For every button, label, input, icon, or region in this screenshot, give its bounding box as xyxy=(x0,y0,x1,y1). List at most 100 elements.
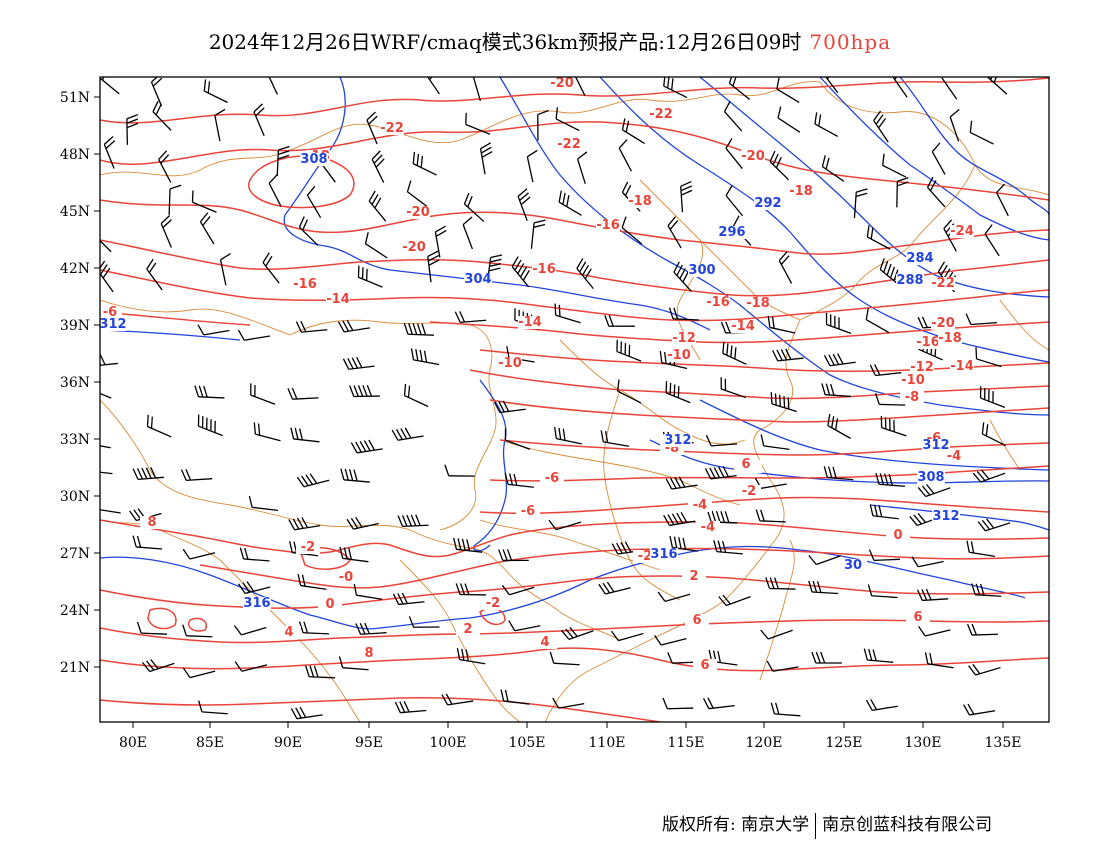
svg-text:312: 312 xyxy=(922,438,949,453)
wind-barb xyxy=(755,509,786,523)
wind-barb xyxy=(680,180,693,213)
wind-barb xyxy=(214,108,226,142)
footer-separator xyxy=(815,812,817,839)
lon-label: 105E xyxy=(509,735,546,751)
height-label: 312 xyxy=(922,438,950,453)
wind-barb xyxy=(981,422,1006,447)
wind-barb xyxy=(604,314,635,327)
temperature-label: -2 xyxy=(737,484,761,499)
temperature-label: -22 xyxy=(557,137,581,152)
wind-barb xyxy=(548,519,582,531)
wind-barb xyxy=(911,556,944,568)
temperature-label: -12 xyxy=(672,331,696,346)
wind-barb xyxy=(760,434,790,451)
wind-barb xyxy=(233,625,267,636)
svg-text:-8: -8 xyxy=(905,390,919,405)
wind-barb xyxy=(342,356,375,370)
wind-barb xyxy=(100,239,112,253)
wind-barb xyxy=(199,212,215,245)
height-label: 300 xyxy=(688,263,716,278)
temperature-label: -14 xyxy=(326,292,350,307)
wind-barb xyxy=(126,114,139,145)
wind-barb xyxy=(977,518,1011,532)
wind-barb xyxy=(479,142,493,175)
wind-barb xyxy=(827,413,851,439)
wind-barb xyxy=(462,216,473,250)
svg-text:-18: -18 xyxy=(628,194,652,209)
wind-barb xyxy=(353,583,383,600)
wind-barb xyxy=(297,573,327,590)
wind-barb xyxy=(338,656,369,671)
temperature-label-layer: -20-22-18-22-22-20-20-18-16-20-24-18-16-… xyxy=(100,77,974,673)
svg-text:292: 292 xyxy=(754,196,781,211)
lat-label: 45N xyxy=(60,204,90,220)
wind-barb xyxy=(444,464,475,477)
wind-barb xyxy=(160,215,172,248)
svg-text:-14: -14 xyxy=(731,319,755,334)
wind-barb xyxy=(268,77,279,95)
wind-barb xyxy=(276,145,290,177)
svg-text:-20: -20 xyxy=(741,149,765,164)
wind-barb xyxy=(100,509,121,514)
lon-label: 110E xyxy=(589,735,626,751)
wind-barb xyxy=(100,353,118,366)
height-label-layer: 3083122922963002842883043123083163123123… xyxy=(100,152,960,611)
wind-barb xyxy=(574,77,586,97)
wind-barb xyxy=(814,112,839,138)
svg-text:-0: -0 xyxy=(339,570,353,585)
wind-barb xyxy=(146,414,172,438)
height-label: 316 xyxy=(650,547,678,562)
copyright-text: 版权所有: 南京大学 xyxy=(662,815,810,835)
wind-barb xyxy=(100,77,120,95)
svg-text:30: 30 xyxy=(844,558,862,573)
temperature-label: -6 xyxy=(516,504,540,519)
wind-barb xyxy=(668,307,700,321)
wind-barb xyxy=(368,190,387,222)
temperature-label: -20 xyxy=(741,149,765,164)
wind-barb xyxy=(501,584,535,596)
wind-barb xyxy=(234,661,268,672)
wind-barb xyxy=(760,629,793,640)
svg-text:6: 6 xyxy=(700,658,709,673)
wind-barb xyxy=(412,151,437,176)
temperature-label: -12 xyxy=(910,360,934,375)
wind-barb xyxy=(918,625,951,637)
wind-barb xyxy=(219,253,231,286)
temperature-label: -24 xyxy=(950,224,974,239)
temperature-label: -8 xyxy=(900,390,924,405)
wind-barb xyxy=(465,112,491,135)
svg-text:312: 312 xyxy=(664,433,691,448)
svg-text:6: 6 xyxy=(741,457,750,472)
temperature-label: 2 xyxy=(456,622,480,637)
wind-barb xyxy=(290,427,320,443)
wind-barb xyxy=(667,216,682,249)
wind-barb xyxy=(868,549,900,562)
wind-barb xyxy=(673,261,692,292)
lat-label: 33N xyxy=(60,432,90,448)
wind-barb xyxy=(141,659,175,673)
temperature-label: 6 xyxy=(685,613,709,628)
lon-label: 120E xyxy=(746,735,783,751)
wind-barb xyxy=(191,190,217,213)
wind-barb xyxy=(180,469,213,482)
height-label: 296 xyxy=(718,225,746,240)
svg-text:4: 4 xyxy=(540,635,549,650)
lon-label: 135E xyxy=(985,735,1022,751)
wind-barb xyxy=(865,699,898,711)
wind-barb xyxy=(364,232,388,259)
wind-barb xyxy=(434,225,447,258)
wind-barb xyxy=(767,315,796,334)
svg-text:8: 8 xyxy=(364,646,373,661)
wind-barb xyxy=(182,667,216,679)
wind-barb xyxy=(132,535,163,550)
wind-barb xyxy=(979,386,1006,408)
temperature-label: -4 xyxy=(942,449,966,464)
lat-label: 51N xyxy=(60,90,90,106)
wind-barb xyxy=(511,256,530,288)
temperature-label: -16 xyxy=(596,218,620,233)
wind-barb xyxy=(770,702,801,717)
lon-label: 130E xyxy=(905,735,942,751)
wind-barb xyxy=(152,100,172,131)
wind-barb xyxy=(966,540,995,558)
wind-barb xyxy=(197,324,230,336)
